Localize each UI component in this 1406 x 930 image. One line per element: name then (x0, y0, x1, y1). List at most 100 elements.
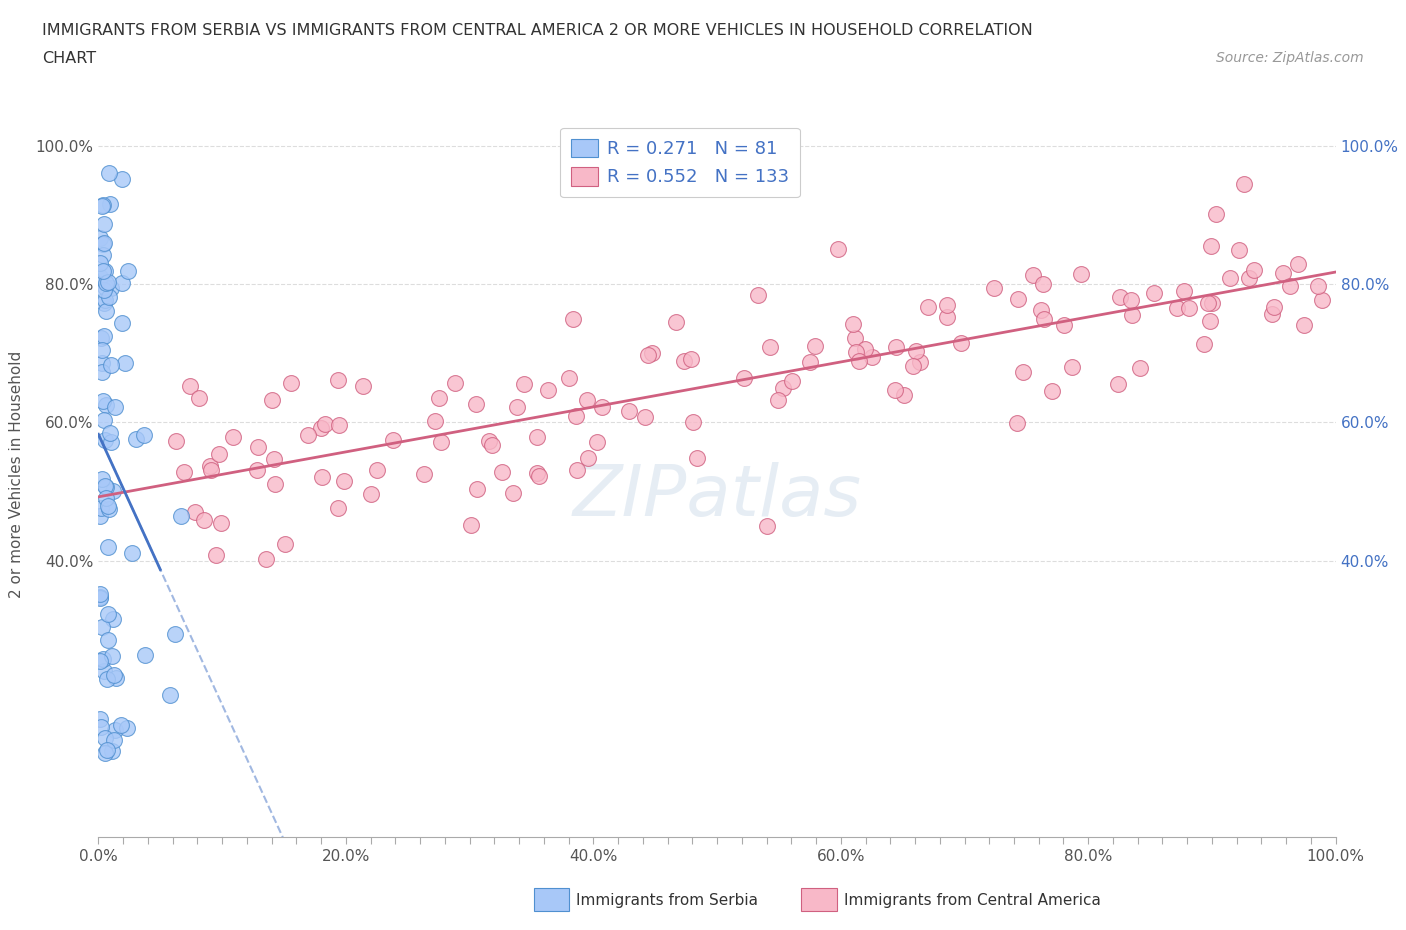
Point (460, 517, 482, 532)
Legend: R = 0.271   N = 81, R = 0.552   N = 133: R = 0.271 N = 81, R = 0.552 N = 133 (560, 128, 800, 197)
Point (641, 345, 664, 360)
Point (91, 364, 114, 379)
Point (93, 730, 115, 745)
Point (309, 420, 332, 435)
Point (94, 263, 117, 278)
Point (91, 236, 114, 251)
Point (94, 479, 117, 494)
Point (935, 298, 957, 312)
Point (89, 590, 111, 604)
Point (413, 466, 436, 481)
Point (1007, 291, 1029, 306)
Point (360, 486, 382, 501)
Point (103, 668, 125, 683)
Point (567, 462, 589, 477)
Point (221, 430, 243, 445)
Point (103, 733, 125, 748)
Point (1263, 299, 1285, 314)
Point (274, 537, 297, 551)
Point (94, 745, 117, 760)
Point (1166, 300, 1188, 315)
Point (1032, 277, 1054, 292)
Point (134, 647, 156, 662)
Point (935, 310, 957, 325)
Point (90, 342, 112, 357)
Point (672, 353, 695, 368)
Point (844, 330, 866, 345)
Point (845, 344, 868, 359)
Point (111, 275, 134, 290)
Point (326, 500, 349, 515)
Point (575, 392, 598, 407)
Point (90, 719, 112, 734)
Point (1143, 286, 1166, 300)
Point (502, 485, 524, 500)
Point (98, 289, 121, 304)
Point (94, 490, 117, 505)
Point (565, 409, 588, 424)
Point (381, 432, 404, 447)
Point (1271, 266, 1294, 281)
Text: Immigrants from Central America: Immigrants from Central America (844, 893, 1101, 908)
Point (1129, 361, 1152, 376)
Point (427, 391, 450, 405)
Point (96, 743, 118, 758)
Point (90, 472, 112, 486)
Point (114, 355, 136, 370)
Point (917, 299, 939, 314)
Point (98, 197, 121, 212)
Point (853, 342, 876, 357)
Point (311, 470, 333, 485)
Point (950, 335, 973, 350)
Point (526, 465, 548, 480)
Point (96, 498, 118, 513)
Point (207, 446, 229, 461)
Point (766, 392, 789, 407)
Point (1005, 415, 1028, 430)
Point (1192, 336, 1215, 351)
Point (93, 413, 115, 428)
Point (527, 469, 550, 484)
Point (465, 481, 488, 496)
Point (96, 539, 118, 554)
Point (90, 500, 112, 515)
Point (188, 391, 211, 405)
Point (170, 509, 193, 524)
Point (179, 379, 201, 393)
Point (842, 317, 865, 332)
Point (89, 591, 111, 605)
Point (782, 373, 804, 388)
Point (1294, 317, 1316, 332)
Point (200, 458, 222, 473)
Point (111, 171, 134, 186)
Point (280, 376, 302, 391)
Point (193, 512, 215, 527)
Point (1070, 267, 1092, 282)
Point (103, 484, 125, 498)
Point (328, 373, 350, 388)
Point (1205, 206, 1227, 221)
Text: IMMIGRANTS FROM SERBIA VS IMMIGRANTS FROM CENTRAL AMERICA 2 OR MORE VEHICLES IN : IMMIGRANTS FROM SERBIA VS IMMIGRANTS FRO… (42, 23, 1033, 38)
Point (429, 434, 451, 449)
Point (1032, 312, 1054, 326)
Point (90, 619, 112, 634)
Point (465, 397, 488, 412)
Point (526, 430, 548, 445)
Point (848, 353, 870, 368)
Point (89, 256, 111, 271)
Point (1119, 292, 1142, 307)
Point (893, 388, 915, 403)
Point (111, 316, 134, 331)
Point (1219, 271, 1241, 286)
Point (97, 166, 120, 180)
Point (562, 311, 585, 325)
Point (1121, 308, 1143, 323)
Point (1243, 262, 1265, 277)
Point (1227, 243, 1250, 258)
Point (254, 551, 277, 566)
Point (681, 352, 703, 366)
Point (1173, 284, 1195, 299)
Point (159, 688, 181, 703)
Point (314, 417, 336, 432)
Point (91, 198, 114, 213)
